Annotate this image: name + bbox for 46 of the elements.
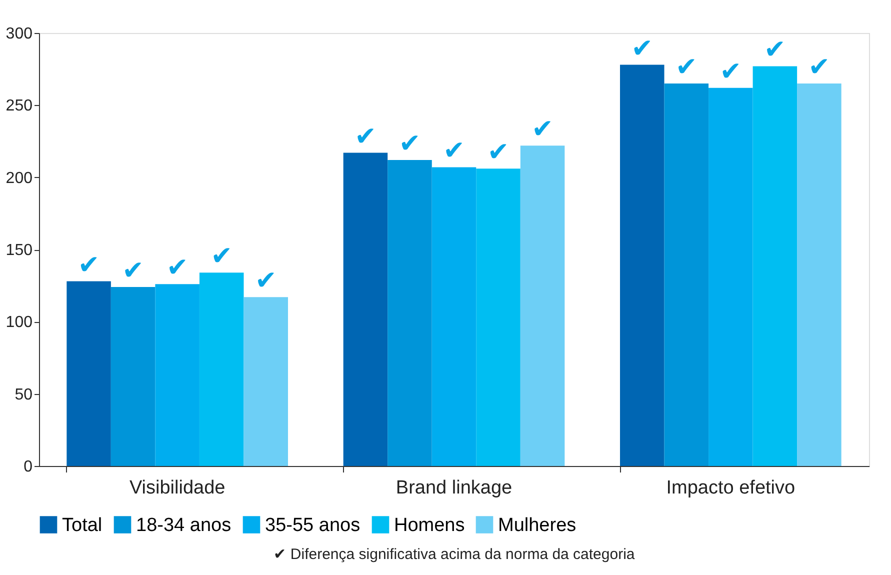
bar bbox=[388, 160, 432, 466]
bar bbox=[797, 84, 842, 466]
data-label: ✔ bbox=[398, 129, 421, 160]
legend-label: 35-55 anos bbox=[265, 514, 360, 536]
legend-label: Homens bbox=[394, 514, 465, 536]
data-label: ✔ bbox=[210, 242, 232, 272]
y-tick-label: 150 bbox=[6, 242, 33, 259]
data-label: ✔ bbox=[78, 250, 100, 280]
x-tick-label: Brand linkage bbox=[396, 478, 512, 498]
y-tick-label: 200 bbox=[6, 170, 33, 187]
bar bbox=[244, 297, 288, 466]
legend-label: 18-34 anos bbox=[136, 514, 232, 536]
bar bbox=[708, 88, 753, 466]
data-label: ✔ bbox=[487, 138, 510, 168]
bar bbox=[343, 152, 388, 466]
data-label: ✔ bbox=[764, 35, 786, 66]
data-label: ✔ bbox=[720, 56, 742, 87]
bar bbox=[752, 66, 798, 466]
data-label: ✔ bbox=[354, 122, 376, 152]
legend-label: Total bbox=[62, 514, 102, 536]
bar bbox=[199, 272, 244, 466]
data-label: ✔ bbox=[532, 114, 554, 145]
data-label: ✔ bbox=[443, 136, 465, 166]
data-label: ✔ bbox=[631, 34, 654, 64]
data-label: ✔ bbox=[166, 253, 188, 284]
data-label: ✔ bbox=[808, 52, 830, 83]
y-tick-label: 100 bbox=[6, 314, 33, 332]
x-tick-label: Impacto efetivo bbox=[666, 478, 796, 498]
data-label: ✔ bbox=[676, 52, 698, 83]
legend-label: Mulheres bbox=[498, 514, 576, 536]
bar bbox=[155, 284, 200, 466]
bar bbox=[664, 84, 709, 466]
y-tick-label: 50 bbox=[14, 386, 33, 404]
bar bbox=[620, 64, 664, 466]
data-label: ✔ bbox=[254, 266, 277, 296]
data-label: ✔ bbox=[122, 256, 144, 286]
bar bbox=[110, 287, 156, 466]
bar bbox=[476, 168, 520, 466]
y-tick-label: 300 bbox=[6, 26, 33, 42]
x-tick-label: Visibilidade bbox=[129, 478, 226, 498]
y-tick-label: 0 bbox=[24, 458, 33, 476]
bar bbox=[66, 281, 111, 466]
bar bbox=[520, 146, 565, 466]
text: ✔ Diferença significativa acima da norma da categoria bbox=[273, 546, 636, 563]
bar bbox=[432, 167, 476, 466]
y-tick-label: 250 bbox=[6, 98, 33, 115]
